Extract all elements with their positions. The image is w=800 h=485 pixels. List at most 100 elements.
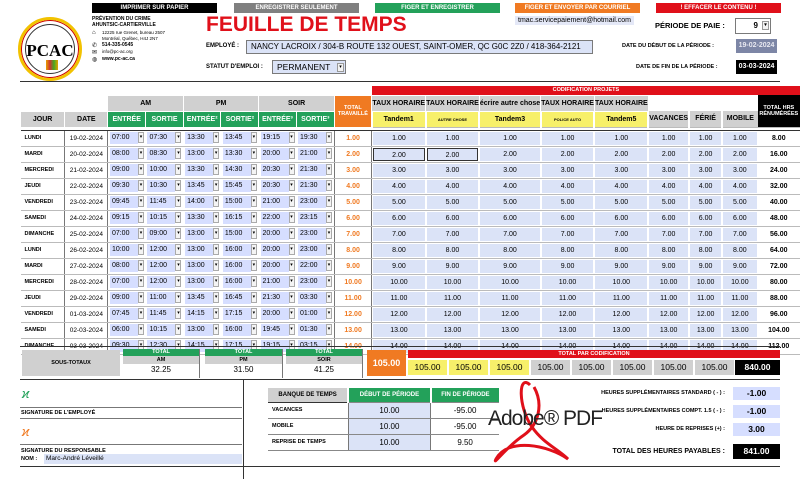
code-cell[interactable]: 2.00 (722, 146, 758, 163)
code-cell[interactable]: 4.00 (371, 178, 426, 195)
code-cell[interactable]: 6.00 (540, 210, 595, 227)
code-cell[interactable]: 11.00 (540, 290, 595, 307)
code-cell[interactable]: 4.00 (540, 178, 595, 195)
time-select[interactable]: 01:30 ▾ (296, 322, 335, 339)
code-cell[interactable]: 2.00 (371, 146, 426, 163)
time-select[interactable]: 06:00 ▾ (107, 322, 146, 339)
code-cell[interactable]: 6.00 (479, 210, 541, 227)
code-cell[interactable]: 12.00 (689, 306, 723, 323)
time-select[interactable]: 23:15 ▾ (296, 210, 335, 227)
time-select[interactable]: 20:00 ▾ (258, 306, 297, 323)
code-cell[interactable]: 8.00 (425, 242, 480, 259)
time-select[interactable]: 08:30 ▾ (145, 146, 184, 163)
time-select[interactable]: 20:30 ▾ (258, 178, 297, 195)
code-cell[interactable]: 1.00 (540, 130, 595, 147)
code-cell[interactable]: 7.00 (425, 226, 480, 243)
code-cell[interactable]: 9.00 (540, 258, 595, 275)
time-select[interactable]: 09:30 ▾ (107, 178, 146, 195)
code-cell[interactable]: 9.00 (425, 258, 480, 275)
time-select[interactable]: 16:15 ▾ (220, 210, 259, 227)
code-cell[interactable]: 6.00 (722, 210, 758, 227)
time-select[interactable]: 19:30 ▾ (296, 130, 335, 147)
time-select[interactable]: 16:00 ▾ (220, 322, 259, 339)
code-cell[interactable]: 12.00 (371, 306, 426, 323)
code-cell[interactable]: 2.00 (425, 146, 480, 163)
code-cell[interactable]: 8.00 (722, 242, 758, 259)
code-cell[interactable]: 9.00 (594, 258, 649, 275)
code-cell[interactable]: 13.00 (689, 322, 723, 339)
code-cell[interactable]: 13.00 (425, 322, 480, 339)
code-cell[interactable]: 12.00 (722, 306, 758, 323)
code-cell[interactable]: 1.00 (371, 130, 426, 147)
time-select[interactable]: 08:00 ▾ (107, 146, 146, 163)
time-select[interactable]: 21:30 ▾ (296, 162, 335, 179)
time-select[interactable]: 13:30 ▾ (183, 210, 221, 227)
time-select[interactable]: 20:00 ▾ (258, 258, 297, 275)
code-cell[interactable]: 5.00 (540, 194, 595, 211)
code-cell[interactable]: 12.00 (540, 306, 595, 323)
code-cell[interactable]: 12.00 (479, 306, 541, 323)
time-select[interactable]: 23:00 ▾ (296, 226, 335, 243)
time-select[interactable]: 16:45 ▾ (220, 290, 259, 307)
code-cell[interactable]: 4.00 (689, 178, 723, 195)
code-cell[interactable]: 11.00 (689, 290, 723, 307)
code-cell[interactable]: 10.00 (722, 274, 758, 291)
time-select[interactable]: 13:00 ▾ (183, 258, 221, 275)
time-select[interactable]: 13:00 ▾ (183, 146, 221, 163)
code-cell[interactable]: 9.00 (689, 258, 723, 275)
time-select[interactable]: 09:00 ▾ (145, 226, 184, 243)
code-cell[interactable]: 11.00 (648, 290, 690, 307)
time-select[interactable]: 20:00 ▾ (258, 226, 297, 243)
code-cell[interactable]: 3.00 (371, 162, 426, 179)
time-select[interactable]: 07:30 ▾ (145, 130, 184, 147)
code-cell[interactable]: 6.00 (648, 210, 690, 227)
code-cell[interactable]: 11.00 (479, 290, 541, 307)
code-cell[interactable]: 5.00 (689, 194, 723, 211)
code-cell[interactable]: 8.00 (648, 242, 690, 259)
code-cell[interactable]: 9.00 (722, 258, 758, 275)
code-cell[interactable]: 13.00 (371, 322, 426, 339)
time-select[interactable]: 13:45 ▾ (220, 130, 259, 147)
time-select[interactable]: 14:00 ▾ (183, 194, 221, 211)
time-select[interactable]: 11:00 ▾ (145, 290, 184, 307)
time-select[interactable]: 16:00 ▾ (220, 274, 259, 291)
code-cell[interactable]: 3.00 (722, 162, 758, 179)
time-select[interactable]: 16:00 ▾ (220, 258, 259, 275)
code-cell[interactable]: 6.00 (371, 210, 426, 227)
time-select[interactable]: 20:00 ▾ (258, 242, 297, 259)
code-cell[interactable]: 3.00 (594, 162, 649, 179)
code-cell[interactable]: 13.00 (722, 322, 758, 339)
code-cell[interactable]: 8.00 (479, 242, 541, 259)
freeze-save-button[interactable]: FIGER ET ENREGISTRER (375, 3, 500, 13)
code-cell[interactable]: 5.00 (648, 194, 690, 211)
code-cell[interactable]: 9.00 (648, 258, 690, 275)
code-cell[interactable]: 13.00 (540, 322, 595, 339)
code-cell[interactable]: 6.00 (425, 210, 480, 227)
code-cell[interactable]: 3.00 (648, 162, 690, 179)
time-select[interactable]: 09:00 ▾ (107, 162, 146, 179)
code-cell[interactable]: 13.00 (648, 322, 690, 339)
print-button[interactable]: IMPRIMER SUR PAPIER (92, 3, 217, 13)
time-select[interactable]: 16:00 ▾ (220, 242, 259, 259)
code-cell[interactable]: 6.00 (594, 210, 649, 227)
time-select[interactable]: 13:30 ▾ (220, 146, 259, 163)
code-cell[interactable]: 1.00 (425, 130, 480, 147)
code-cell[interactable]: 1.00 (594, 130, 649, 147)
time-select[interactable]: 23:00 ▾ (296, 242, 335, 259)
time-select[interactable]: 10:15 ▾ (145, 210, 184, 227)
signature-employee-icon[interactable]: ϰ (22, 386, 30, 401)
code-cell[interactable]: 9.00 (479, 258, 541, 275)
time-select[interactable]: 11:45 ▾ (145, 306, 184, 323)
code-cell[interactable]: 12.00 (648, 306, 690, 323)
time-select[interactable]: 15:45 ▾ (220, 178, 259, 195)
time-select[interactable]: 21:00 ▾ (258, 194, 297, 211)
code-cell[interactable]: 7.00 (648, 226, 690, 243)
time-select[interactable]: 01:00 ▾ (296, 306, 335, 323)
time-select[interactable]: 23:00 ▾ (296, 274, 335, 291)
time-select[interactable]: 13:00 ▾ (183, 242, 221, 259)
time-select[interactable]: 12:00 ▾ (145, 274, 184, 291)
time-select[interactable]: 10:15 ▾ (145, 322, 184, 339)
code-cell[interactable]: 10.00 (648, 274, 690, 291)
time-select[interactable]: 13:45 ▾ (183, 290, 221, 307)
time-select[interactable]: 19:15 ▾ (258, 130, 297, 147)
